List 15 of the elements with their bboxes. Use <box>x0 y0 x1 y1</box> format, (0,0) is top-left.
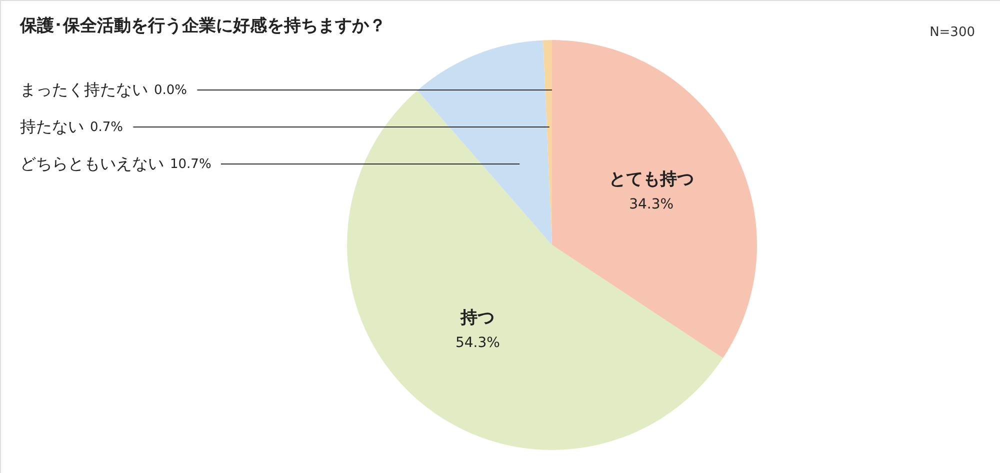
pie-slice <box>347 90 723 450</box>
slice-label: 持つ <box>460 308 495 328</box>
data-label: 0.7% <box>90 120 124 135</box>
slice-label: どちらともいえない <box>20 154 164 173</box>
data-label: 54.3% <box>455 334 500 351</box>
text: 0.0% <box>154 83 188 98</box>
pie-slice <box>417 40 552 245</box>
data-label: 10.7% <box>170 157 212 172</box>
slice-label: とても持つ <box>608 170 694 190</box>
slice-label: 持たない <box>20 117 84 136</box>
pie-slice <box>552 40 757 358</box>
text: N=300 <box>930 25 975 40</box>
data-label: 34.3% <box>629 196 674 213</box>
category-label: まったく持たない <box>20 80 148 99</box>
chart-title: 保護･保全活動を行う企業に好感を持ちますか？ <box>19 16 386 36</box>
